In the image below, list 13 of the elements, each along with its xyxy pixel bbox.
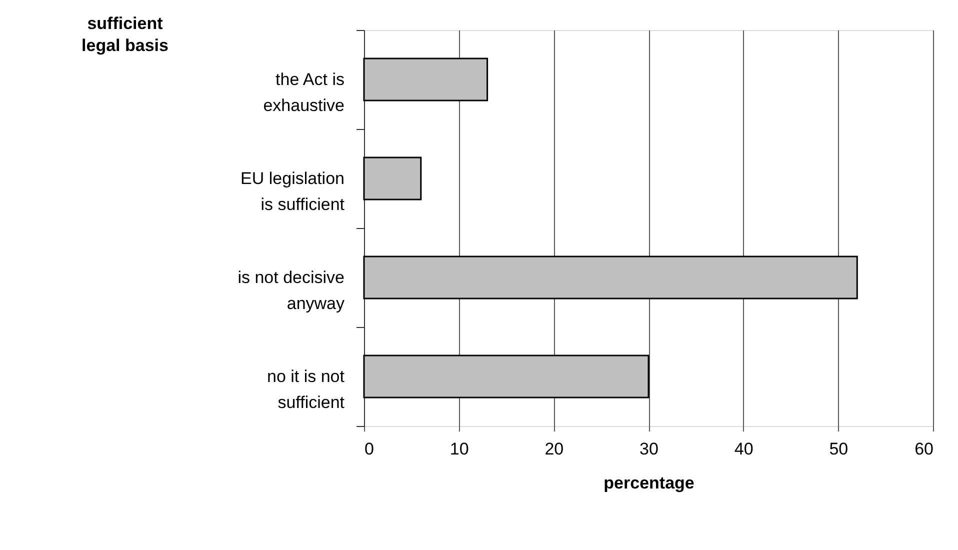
x-tick-label: 60 [914, 440, 934, 458]
x-axis-title: percentage [604, 474, 694, 492]
y-tick-label: no it is not sufficient [267, 367, 345, 412]
x-tick-label: 10 [450, 440, 469, 458]
x-tick-label: 40 [734, 440, 754, 458]
x-tick-label: 20 [544, 440, 564, 458]
y-tick-label: is not decisive anyway [238, 268, 345, 313]
x-tick-label: 50 [829, 440, 848, 458]
y-tick-label: EU legislation is sufficient [240, 169, 345, 214]
y-tick-label: the Act is exhaustive [263, 70, 344, 115]
x-tick-label: 30 [640, 440, 658, 458]
text: sufficient legal basis [82, 14, 168, 55]
x-tick-label: 0 [364, 440, 374, 458]
